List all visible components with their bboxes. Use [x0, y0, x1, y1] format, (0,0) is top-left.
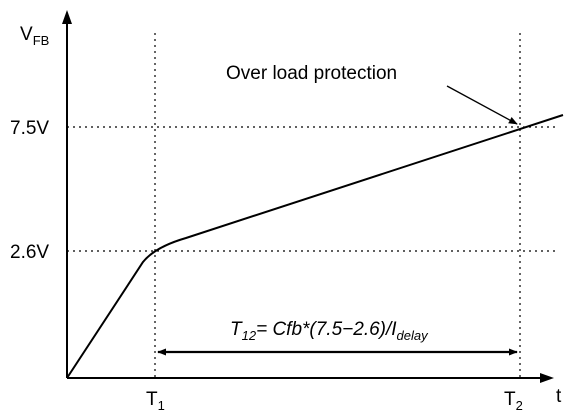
level-label-2-6v: 2.6V: [10, 242, 49, 263]
time-label-t1: T1: [146, 389, 165, 412]
time-label-t2: T2: [504, 389, 523, 412]
annotation-leader-arrow: [446, 85, 518, 125]
y-axis-arrow-icon: [62, 10, 72, 24]
level-label-7-5v: 7.5V: [10, 118, 49, 139]
overload-annotation: Over load protection: [226, 63, 397, 84]
vfb-curve: [66, 114, 564, 379]
x-axis-arrow-icon: [540, 373, 554, 383]
t12-formula: T12= Cfb*(7.5−2.6)/Idelay: [230, 319, 429, 343]
x-axis-label: t: [556, 386, 562, 407]
y-axis-label: VFB: [20, 24, 49, 48]
